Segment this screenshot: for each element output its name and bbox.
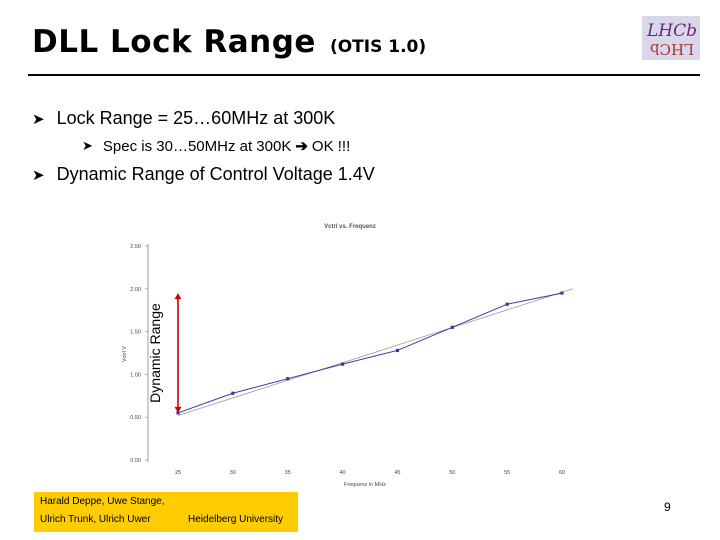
logo-text-bottom: LHCb — [650, 40, 694, 58]
bullet-dynamic-range: ➤ Dynamic Range of Control Voltage 1.4V — [32, 164, 375, 185]
y-tick-label: 1.00 — [130, 372, 141, 378]
x-tick-label: 60 — [559, 470, 565, 476]
x-tick-label: 35 — [285, 470, 291, 476]
bullet-spec: ➤ Spec is 30…50MHz at 300K ➔ OK !!! — [82, 137, 351, 156]
lhcb-logo-graphic: LHCb LHCb — [642, 16, 700, 60]
bullet-spec-ok: OK !!! — [311, 137, 351, 155]
bullet-dynamic-range-text: Dynamic Range of Control Voltage 1.4V — [56, 164, 375, 184]
dynamic-range-label: Dynamic Range — [147, 303, 163, 403]
y-tick-label: 1.50 — [130, 330, 141, 336]
title-main: DLL Lock Range — [32, 24, 316, 60]
slide-title: DLL Lock Range (OTIS 1.0) — [32, 24, 426, 60]
y-axis-label: Vctrl V — [122, 346, 128, 363]
data-point — [176, 411, 180, 415]
x-tick-label: 30 — [230, 470, 236, 476]
arrow-bullet-icon: ➤ — [82, 138, 93, 153]
arrow-bullet-icon: ➤ — [32, 166, 45, 184]
data-point — [450, 325, 454, 329]
bullet-spec-text: Spec is 30…50MHz at 300K — [102, 137, 292, 155]
x-axis-label: Frequenz in MHz — [344, 482, 386, 488]
title-sub: (OTIS 1.0) — [329, 37, 427, 57]
y-tick-label: 2.50 — [130, 244, 141, 250]
y-tick-label: 0.50 — [130, 415, 141, 421]
x-tick-label: 25 — [175, 470, 181, 476]
right-arrow-icon: ➔ — [295, 138, 308, 155]
bullet-lock-range: ➤ Lock Range = 25…60MHz at 300K — [32, 108, 335, 129]
dynamic-range-arrowhead-top — [174, 293, 182, 300]
lhcb-logo: LHCb LHCb — [642, 16, 700, 60]
dynamic-range-arrowhead-bottom — [174, 406, 182, 413]
footer-authors-box: Harald Deppe, Uwe Stange, Ulrich Trunk, … — [34, 492, 298, 532]
logo-text-top: LHCb — [646, 21, 697, 41]
footer-authors-line2: Ulrich Trunk, Ulrich Uwer — [40, 514, 151, 525]
series-line — [177, 292, 563, 414]
x-tick-label: 50 — [449, 470, 455, 476]
data-point — [505, 302, 509, 306]
bullet-lock-range-text: Lock Range = 25…60MHz at 300K — [56, 108, 336, 128]
data-point — [560, 291, 564, 295]
x-tick-label: 55 — [504, 470, 510, 476]
x-tick-label: 45 — [394, 470, 400, 476]
title-underline — [28, 74, 700, 76]
y-tick-label: 0.00 — [130, 458, 141, 464]
footer-authors-line1: Harald Deppe, Uwe Stange, — [40, 496, 165, 507]
data-point — [340, 362, 345, 366]
data-point — [395, 348, 400, 353]
data-point — [286, 377, 290, 381]
trend-line — [177, 288, 574, 416]
data-point — [231, 391, 235, 395]
vctrl-frequency-chart: Vctrl vs. Frequenz Vctrl V Frequenz in M… — [100, 214, 600, 514]
chart-title: Vctrl vs. Frequenz — [324, 224, 376, 230]
y-tick-label: 2.00 — [130, 287, 141, 293]
page-number: 9 — [664, 500, 671, 514]
arrow-bullet-icon: ➤ — [32, 110, 45, 128]
x-tick-label: 40 — [340, 470, 346, 476]
footer-affiliation: Heidelberg University — [188, 514, 284, 525]
